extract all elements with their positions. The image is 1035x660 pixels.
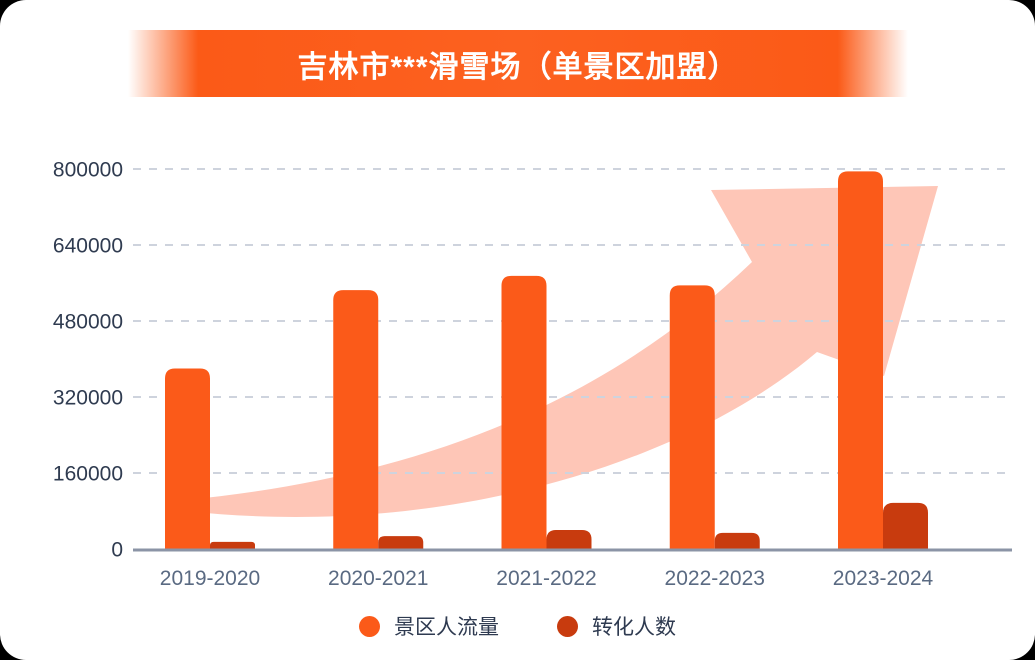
y-tick-label-640000: 640000 (53, 235, 123, 258)
axis-labels: 0 160000 320000 480000 640000 800000 2019-2020… (53, 159, 934, 591)
y-tick-label-480000: 480000 (53, 311, 123, 334)
y-tick-label-320000: 320000 (53, 387, 123, 410)
legend-item-visitors: 景区人流量 (359, 611, 499, 641)
bar-series1-2022-2023 (714, 532, 760, 549)
bars (165, 171, 928, 549)
chart-legend: 景区人流量 转化人数 (0, 608, 1035, 644)
y-tick-label-800000: 800000 (53, 159, 123, 182)
bar-series0-2020-2021 (333, 290, 379, 549)
page-title: 吉林市***滑雪场（单景区加盟） (297, 50, 739, 84)
bar-series0-2023-2024 (838, 171, 883, 549)
legend-item-conversions: 转化人数 (557, 611, 676, 641)
bar-series1-2023-2024 (883, 502, 928, 549)
x-tick-label-2023-2024: 2023-2024 (833, 567, 934, 590)
legend-label-visitors: 景区人流量 (394, 616, 499, 639)
bar-series0-2021-2022 (501, 275, 547, 549)
conversions-series-dot-icon (557, 615, 578, 637)
legend-label-conversions: 转化人数 (592, 616, 676, 639)
growth-arrow-icon (186, 186, 938, 517)
visitors-series-dot-icon (359, 615, 380, 637)
gridlines (133, 168, 1008, 474)
x-tick-label-2021-2022: 2021-2022 (496, 567, 596, 590)
x-tick-label-2022-2023: 2022-2023 (665, 567, 765, 590)
y-tick-label-0: 0 (111, 539, 123, 562)
bar-series0-2022-2023 (669, 285, 715, 549)
title-banner: 吉林市***滑雪场（单景区加盟） (128, 30, 908, 97)
x-tick-label-2020-2021: 2020-2021 (328, 567, 428, 590)
x-tick-label-2019-2020: 2019-2020 (160, 567, 260, 590)
bar-series1-2020-2021 (378, 536, 424, 549)
bar-series1-2021-2022 (546, 530, 592, 549)
y-tick-label-160000: 160000 (53, 463, 123, 486)
bar-series0-2019-2020 (165, 368, 210, 549)
bar-series1-2019-2020 (210, 541, 255, 549)
